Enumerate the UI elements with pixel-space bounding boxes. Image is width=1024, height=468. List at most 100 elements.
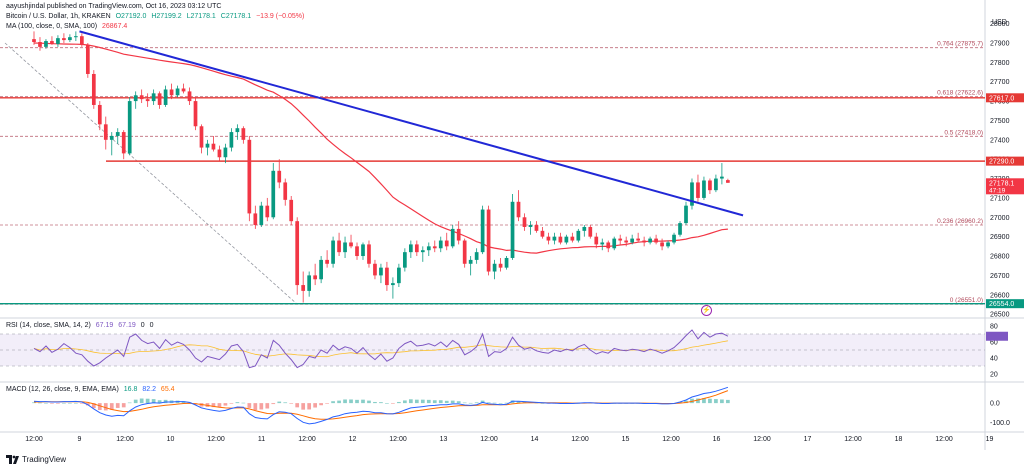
macd-histogram-bar bbox=[115, 403, 120, 408]
macd-histogram-bar bbox=[127, 402, 132, 404]
candle-body bbox=[528, 225, 533, 227]
macd-histogram-bar bbox=[456, 401, 461, 404]
rsi-tick-label: 40 bbox=[990, 356, 998, 363]
candle-body bbox=[91, 73, 96, 105]
macd-signal-value: 65.4 bbox=[160, 386, 175, 393]
fib-anchor-diagonal bbox=[4, 42, 298, 305]
tradingview-brand[interactable]: TradingView bbox=[22, 455, 67, 464]
macd-histogram-bar bbox=[408, 399, 413, 404]
candle-body bbox=[397, 267, 401, 284]
macd-histogram-bar bbox=[32, 402, 36, 404]
candle-body bbox=[403, 252, 407, 268]
time-tick-label: 9 bbox=[78, 436, 82, 443]
candle-body bbox=[229, 132, 234, 148]
macd-histogram-bar bbox=[217, 403, 222, 407]
macd-histogram-bar bbox=[44, 402, 48, 404]
macd-histogram-bar bbox=[714, 399, 718, 404]
candle-body bbox=[68, 37, 72, 41]
macd-histogram-bar bbox=[492, 402, 497, 404]
time-tick-label: 12:00 bbox=[662, 436, 680, 443]
time-tick-label: 18 bbox=[895, 436, 903, 443]
candle-body bbox=[636, 238, 641, 241]
price-tick-label: 27700 bbox=[990, 79, 1010, 86]
macd-histogram-bar bbox=[474, 402, 479, 404]
candle-body bbox=[474, 252, 479, 260]
candle-body bbox=[247, 139, 252, 214]
rsi-extra-a: 0 bbox=[140, 322, 145, 329]
candle-body bbox=[367, 244, 371, 264]
rsi-value: 67.19 bbox=[95, 322, 114, 329]
fib-level-label: 0.236 (26960.2) bbox=[937, 218, 983, 225]
macd-histogram-bar bbox=[504, 402, 509, 404]
macd-histogram-bar bbox=[438, 400, 443, 404]
rsi-label: RSI (14, close, SMA, 14, 2) bbox=[6, 322, 91, 329]
macd-histogram-bar bbox=[319, 403, 323, 406]
candle-body bbox=[127, 101, 132, 154]
candle-body bbox=[217, 149, 222, 158]
rsi-line bbox=[33, 329, 729, 369]
candle-body bbox=[510, 201, 515, 258]
macd-line bbox=[33, 386, 729, 425]
price-tag-box bbox=[986, 299, 1024, 309]
time-tick-label: 16 bbox=[713, 436, 721, 443]
candle-body bbox=[420, 250, 425, 253]
tradingview-logo-icon[interactable] bbox=[6, 455, 19, 464]
macd-histogram-bar bbox=[385, 403, 389, 404]
candle-body bbox=[187, 91, 192, 102]
candle-body bbox=[426, 246, 431, 251]
candle-body bbox=[181, 88, 186, 92]
macd-histogram-bar bbox=[163, 399, 168, 404]
candle-body bbox=[325, 259, 329, 264]
candle-body bbox=[283, 182, 288, 200]
time-tick-label: 12:00 bbox=[480, 436, 498, 443]
candle-body bbox=[361, 244, 365, 257]
macd-signal-line bbox=[34, 390, 729, 420]
macd-histogram-bar bbox=[253, 403, 258, 411]
candle-body bbox=[588, 226, 593, 237]
candle-body bbox=[223, 147, 228, 158]
macd-histogram-bar bbox=[696, 398, 700, 404]
macd-histogram-bar bbox=[355, 399, 359, 404]
flash-icon[interactable]: ⚡ bbox=[701, 305, 712, 316]
candle-body bbox=[456, 228, 461, 241]
symbol-title: Bitcoin / U.S. Dollar, 1h, KRAKEN bbox=[6, 13, 111, 20]
macd-hist-value: 16.8 bbox=[123, 386, 138, 393]
candle-body bbox=[109, 135, 114, 140]
rsi-tick-label: 20 bbox=[990, 372, 998, 379]
candle-body bbox=[259, 205, 264, 226]
macd-histogram-bar bbox=[121, 403, 126, 408]
macd-histogram-bar bbox=[708, 398, 712, 404]
candle-body bbox=[343, 242, 347, 253]
time-tick-label: 12 bbox=[349, 436, 357, 443]
candle-body bbox=[444, 240, 449, 247]
macd-histogram-bar bbox=[361, 399, 365, 404]
macd-histogram-bar bbox=[379, 402, 383, 404]
price-tick-label: 27500 bbox=[990, 118, 1010, 125]
candle-body bbox=[271, 170, 276, 218]
candle-body bbox=[720, 176, 724, 179]
candle-body bbox=[534, 225, 539, 231]
time-tick-label: 12:00 bbox=[935, 436, 953, 443]
macd-histogram-bar bbox=[702, 398, 706, 404]
candle-body bbox=[666, 242, 670, 247]
candle-body bbox=[151, 93, 156, 102]
candle-body bbox=[408, 244, 413, 253]
time-tick-label: 12:00 bbox=[25, 436, 43, 443]
ohlc-low: L27178.1 bbox=[186, 13, 216, 20]
price-tag-box bbox=[986, 178, 1024, 195]
macd-histogram-bar bbox=[211, 403, 216, 408]
candle-body bbox=[432, 246, 437, 249]
macd-histogram-bar bbox=[133, 399, 138, 404]
candle-body bbox=[337, 240, 341, 253]
time-tick-label: 12:00 bbox=[844, 436, 862, 443]
candle-body bbox=[241, 128, 246, 140]
candle-body bbox=[133, 95, 138, 102]
candle-body bbox=[684, 205, 688, 224]
candle-body bbox=[211, 143, 216, 150]
time-tick-label: 19 bbox=[986, 436, 994, 443]
macd-tick-label: -100.0 bbox=[990, 420, 1010, 427]
candle-body bbox=[169, 89, 174, 96]
candle-body bbox=[331, 240, 335, 264]
price-tick-label: 27800 bbox=[990, 60, 1010, 67]
